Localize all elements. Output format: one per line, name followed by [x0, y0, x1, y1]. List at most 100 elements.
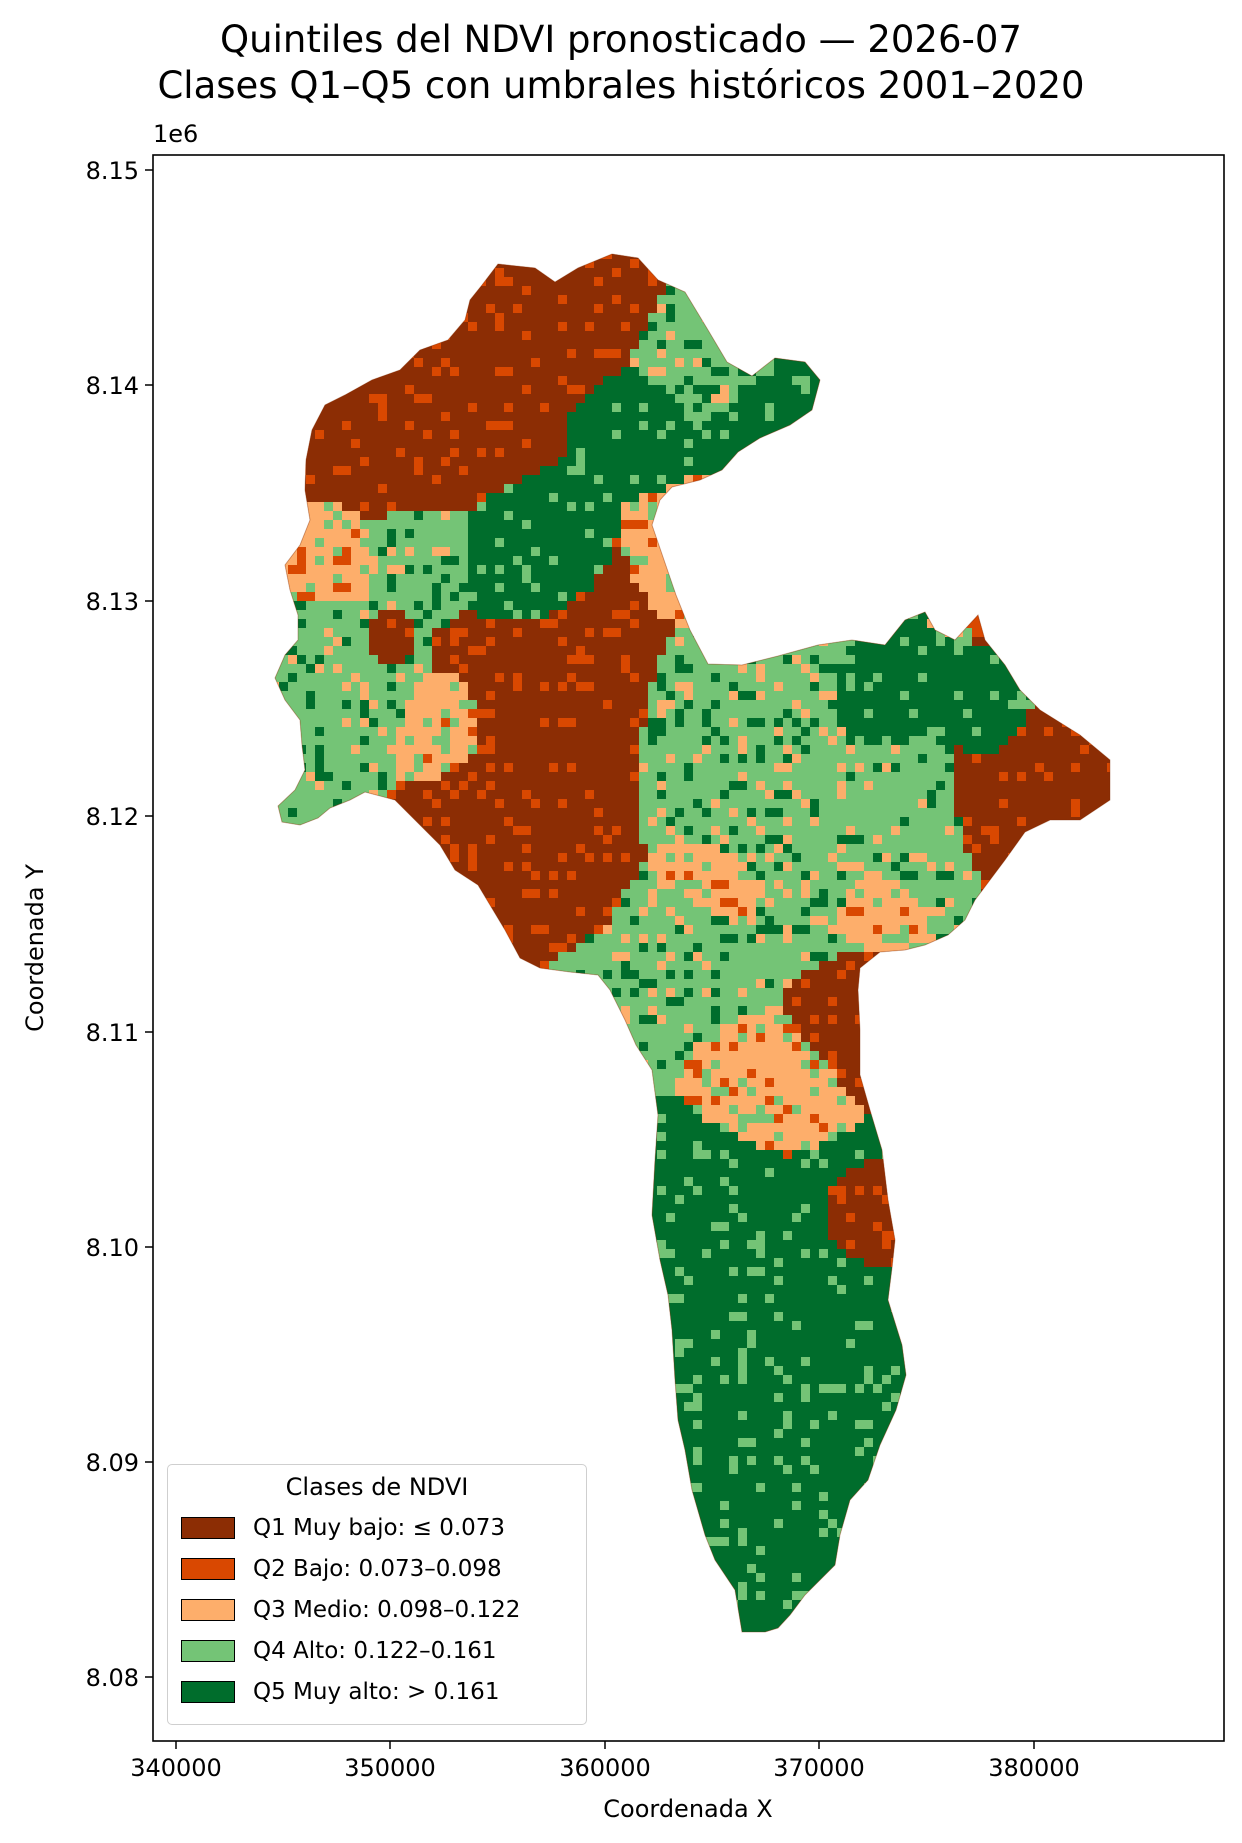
raster-cell — [351, 628, 360, 637]
raster-cell — [567, 646, 576, 655]
raster-cell — [351, 493, 360, 502]
raster-cell — [639, 304, 648, 313]
raster-cell — [315, 727, 324, 736]
raster-cell — [522, 394, 531, 403]
raster-cell — [855, 691, 864, 700]
raster-cell — [639, 574, 648, 583]
raster-cell — [405, 466, 414, 475]
raster-cell — [837, 664, 846, 673]
raster-cell — [396, 376, 405, 385]
raster-cell — [693, 700, 702, 709]
raster-cell — [630, 601, 639, 610]
raster-cell — [486, 601, 495, 610]
raster-cell — [486, 457, 495, 466]
raster-cell — [504, 700, 513, 709]
raster-cell — [549, 502, 558, 511]
raster-cell — [468, 412, 477, 421]
raster-cell — [351, 592, 360, 601]
raster-cell — [495, 304, 504, 313]
raster-cell — [558, 403, 567, 412]
raster-cell — [414, 664, 423, 673]
raster-cell — [396, 583, 405, 592]
raster-cell — [495, 484, 504, 493]
raster-cell — [783, 403, 792, 412]
raster-cell — [567, 583, 576, 592]
raster-cell — [684, 349, 693, 358]
raster-cell — [828, 646, 837, 655]
raster-cell — [954, 700, 963, 709]
raster-cell — [324, 673, 333, 682]
raster-cell — [531, 520, 540, 529]
raster-cell — [387, 619, 396, 628]
raster-cell — [675, 691, 684, 700]
raster-cell — [450, 673, 459, 682]
raster-cell — [891, 691, 900, 700]
raster-cell — [594, 673, 603, 682]
raster-cell — [693, 340, 702, 349]
raster-cell — [756, 367, 765, 376]
raster-cell — [477, 286, 486, 295]
raster-cell — [468, 538, 477, 547]
raster-cell — [495, 466, 504, 475]
raster-cell — [693, 367, 702, 376]
raster-cell — [675, 610, 684, 619]
raster-cell — [450, 376, 459, 385]
raster-cell — [369, 547, 378, 556]
raster-cell — [774, 376, 783, 385]
raster-cell — [756, 718, 765, 727]
raster-cell — [504, 709, 513, 718]
raster-cell — [666, 376, 675, 385]
raster-cell — [603, 358, 612, 367]
raster-cell — [504, 322, 513, 331]
raster-cell — [531, 466, 540, 475]
raster-cell — [684, 466, 693, 475]
raster-cell — [855, 718, 864, 727]
raster-cell — [819, 691, 828, 700]
raster-cell — [792, 700, 801, 709]
raster-cell — [513, 610, 522, 619]
raster-cell — [612, 403, 621, 412]
raster-cell — [630, 295, 639, 304]
raster-cell — [783, 376, 792, 385]
raster-cell — [675, 601, 684, 610]
raster-cell — [837, 673, 846, 682]
raster-cell — [783, 421, 792, 430]
raster-cell — [603, 529, 612, 538]
raster-cell — [549, 529, 558, 538]
raster-cell — [711, 457, 720, 466]
raster-cell — [594, 529, 603, 538]
raster-cell — [477, 322, 486, 331]
raster-cell — [648, 565, 657, 574]
raster-cell — [630, 565, 639, 574]
raster-cell — [585, 709, 594, 718]
raster-cell — [756, 394, 765, 403]
raster-cell — [558, 565, 567, 574]
raster-cell — [864, 664, 873, 673]
raster-cell — [531, 430, 540, 439]
raster-cell — [297, 583, 306, 592]
raster-cell — [531, 637, 540, 646]
raster-cell — [531, 511, 540, 520]
raster-cell — [459, 556, 468, 565]
raster-cell — [567, 475, 576, 484]
raster-cell — [333, 664, 342, 673]
raster-cell — [405, 538, 414, 547]
raster-cell — [603, 502, 612, 511]
raster-cell — [486, 610, 495, 619]
raster-cell — [369, 376, 378, 385]
raster-cell — [414, 421, 423, 430]
raster-cell — [756, 421, 765, 430]
raster-cell — [513, 403, 522, 412]
raster-cell — [792, 664, 801, 673]
raster-cell — [567, 340, 576, 349]
raster-cell — [342, 394, 351, 403]
raster-cell — [702, 448, 711, 457]
raster-cell — [513, 628, 522, 637]
raster-cell — [576, 718, 585, 727]
raster-cell — [765, 691, 774, 700]
raster-cell — [306, 457, 315, 466]
raster-cell — [405, 628, 414, 637]
raster-cell — [612, 304, 621, 313]
raster-cell — [513, 619, 522, 628]
raster-cell — [504, 619, 513, 628]
